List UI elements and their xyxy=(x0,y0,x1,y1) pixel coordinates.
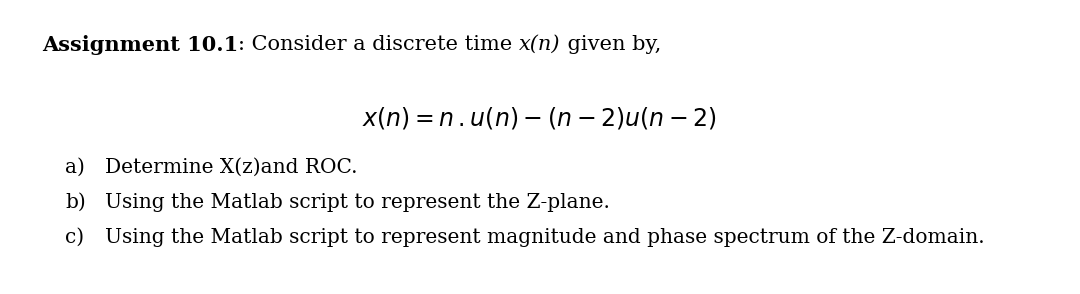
Text: : Consider a discrete time: : Consider a discrete time xyxy=(239,35,519,54)
Text: x(n): x(n) xyxy=(519,35,561,54)
Text: $x(n) = n\,.u(n) - (n-2)u(n-2)$: $x(n) = n\,.u(n) - (n-2)u(n-2)$ xyxy=(363,105,717,131)
Text: Using the Matlab script to represent the Z-plane.: Using the Matlab script to represent the… xyxy=(105,193,610,212)
Text: c): c) xyxy=(65,228,84,247)
Text: a): a) xyxy=(65,158,85,177)
Text: Assignment 10.1: Assignment 10.1 xyxy=(42,35,239,55)
Text: Using the Matlab script to represent magnitude and phase spectrum of the Z-domai: Using the Matlab script to represent mag… xyxy=(105,228,985,247)
Text: b): b) xyxy=(65,193,85,212)
Text: Determine X(z)and ROC.: Determine X(z)and ROC. xyxy=(105,158,357,177)
Text: given by,: given by, xyxy=(561,35,661,54)
